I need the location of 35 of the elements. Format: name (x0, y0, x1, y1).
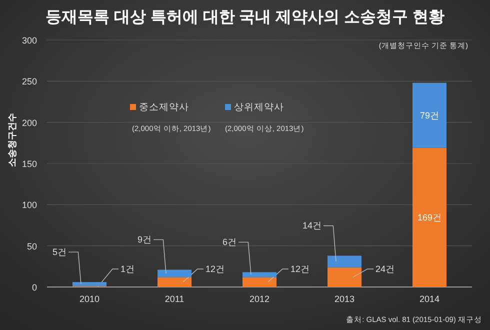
bar (328, 267, 362, 287)
bar (242, 272, 276, 278)
bar (412, 148, 446, 287)
x-tick-label: 2013 (334, 294, 355, 304)
y-tick-label: 200 (22, 118, 37, 128)
bar (328, 256, 362, 268)
legend-label: 상위제약사 (234, 102, 284, 113)
bar (242, 277, 276, 287)
data-label: 79건 (420, 110, 440, 120)
x-tick-label: 2014 (419, 294, 440, 304)
chart-title: 등재목록 대상 특허에 대한 국내 제약사의 소송청구 현황 (45, 9, 445, 26)
data-label: 12건 (290, 264, 310, 274)
y-tick-label: 300 (22, 36, 37, 46)
bar (412, 82, 446, 148)
x-tick-label: 2011 (164, 294, 184, 304)
data-label: 9건 (137, 234, 152, 245)
bar (158, 277, 192, 287)
data-label: 169건 (417, 212, 442, 222)
data-label: 12건 (206, 264, 225, 274)
y-tick-label: 50 (26, 241, 37, 252)
data-label: 14건 (302, 220, 322, 231)
y-tick-label: 250 (22, 76, 37, 87)
legend-label: 중소제약사 (139, 102, 189, 113)
data-label: 6건 (222, 237, 236, 248)
y-tick-label: 100 (22, 200, 37, 210)
y-tick-label: 0 (32, 282, 37, 292)
x-tick-label: 2012 (249, 294, 270, 304)
data-label: 5건 (52, 247, 66, 258)
y-axis-title: 소송청구건수 (7, 113, 17, 167)
bar (158, 270, 192, 278)
y-tick-label: 150 (22, 159, 37, 169)
x-tick-label: 2010 (79, 294, 100, 304)
data-label: 1건 (120, 264, 135, 274)
data-label: 24건 (376, 264, 395, 274)
bar (72, 282, 106, 286)
